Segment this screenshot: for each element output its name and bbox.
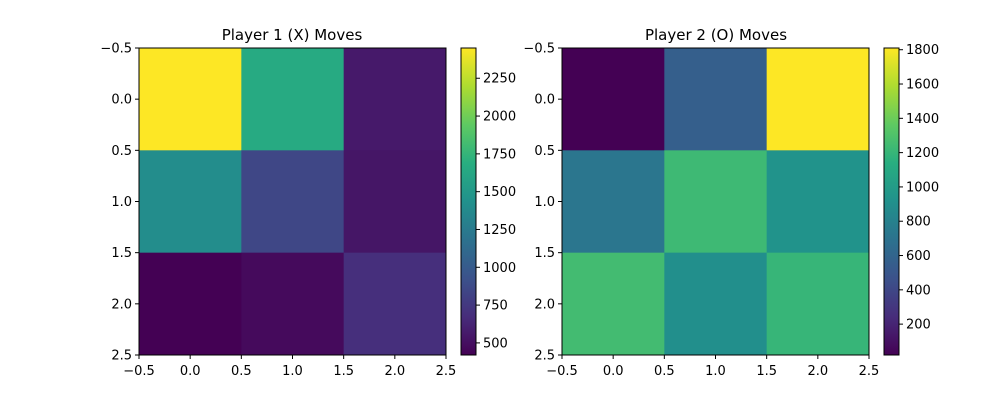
y-tick-label: 0.5 xyxy=(534,144,555,159)
colorbar xyxy=(460,47,477,356)
y-tick-label: 1.0 xyxy=(534,195,555,210)
x-tick-label: 2.5 xyxy=(436,364,457,379)
colorbar-tick-label: 400 xyxy=(906,283,931,298)
x-tick-label: 1.0 xyxy=(282,364,303,379)
x-tick-label: 2.0 xyxy=(807,364,828,379)
heatmap-cell-r0-c0 xyxy=(139,48,242,151)
x-tick-label: 1.5 xyxy=(333,364,354,379)
heatmap-cell-r2-c0 xyxy=(139,252,242,356)
heatmap-cell-r1-c0 xyxy=(139,150,242,254)
colorbar xyxy=(883,47,900,356)
y-tick-label: 1.0 xyxy=(111,195,132,210)
panel-player-2: Player 2 (O) Moves −0.5 0.0 0.5 1.0 1.5 2.0 2.… xyxy=(523,26,939,379)
colorbar-tick-label: 1000 xyxy=(906,180,939,195)
y-tick-label: 2.0 xyxy=(534,297,555,312)
colorbar-tick-label: 1400 xyxy=(906,112,939,127)
x-tick-label: 1.5 xyxy=(756,364,777,379)
heatmap-cell-r2-c1 xyxy=(241,252,345,356)
heatmap-cell-r0-c2 xyxy=(766,48,870,151)
heatmap-cell-r1-c1 xyxy=(664,150,768,254)
panel-player-1: Player 1 (X) Moves −0.5 0.0 0.5 1.0 1.5 2.0 2.… xyxy=(100,26,516,379)
heatmap-cell-r0-c2 xyxy=(343,48,447,151)
x-tick-label: 2.5 xyxy=(859,364,880,379)
colorbar-tick-label: 1000 xyxy=(483,261,516,276)
colorbar-axis: 200 400 600 800 1000 1200 1400 1600 1800 xyxy=(899,43,939,333)
heatmap-cell-r2-c1 xyxy=(664,252,768,356)
colorbar-tick-label: 1500 xyxy=(483,185,516,200)
y-axis: −0.5 0.0 0.5 1.0 1.5 2.0 2.5 xyxy=(523,42,562,364)
colorbar-tick-label: 1200 xyxy=(906,146,939,161)
x-axis: −0.5 0.0 0.5 1.0 1.5 2.0 2.5 xyxy=(546,355,879,379)
y-tick-label: 0.0 xyxy=(111,93,132,108)
x-tick-label: −0.5 xyxy=(546,364,578,379)
colorbar-tick-label: 1750 xyxy=(483,147,516,162)
heatmap-cell-r1-c2 xyxy=(343,150,447,254)
x-tick-label: −0.5 xyxy=(123,364,155,379)
heatmap-cells xyxy=(139,48,447,356)
y-tick-label: 2.5 xyxy=(534,349,555,364)
colorbar-tick-label: 800 xyxy=(906,215,931,230)
colorbar-tick-label: 1800 xyxy=(906,43,939,58)
x-tick-label: 0.0 xyxy=(180,364,201,379)
heatmap-cells xyxy=(562,48,870,356)
colorbar-tick-label: 750 xyxy=(483,299,508,314)
y-tick-label: −0.5 xyxy=(523,42,555,57)
heatmap-cell-r1-c2 xyxy=(766,150,870,254)
heatmap-cell-r0-c0 xyxy=(562,48,665,151)
y-tick-label: 1.5 xyxy=(111,246,132,261)
chart-title: Player 1 (X) Moves xyxy=(222,26,363,44)
y-tick-label: 2.0 xyxy=(111,297,132,312)
y-tick-label: 0.0 xyxy=(534,93,555,108)
y-tick-label: 2.5 xyxy=(111,349,132,364)
heatmap-cell-r2-c0 xyxy=(562,252,665,356)
x-tick-label: 0.5 xyxy=(654,364,675,379)
colorbar-tick-label: 1250 xyxy=(483,223,516,238)
heatmap-cell-r2-c2 xyxy=(343,252,447,356)
colorbar-tick-label: 2250 xyxy=(483,72,516,87)
y-tick-label: −0.5 xyxy=(100,42,132,57)
y-tick-label: 1.5 xyxy=(534,246,555,261)
chart-title: Player 2 (O) Moves xyxy=(645,26,787,44)
x-tick-label: 0.5 xyxy=(231,364,252,379)
colorbar-tick-label: 500 xyxy=(483,336,508,351)
heatmap-cell-r1-c0 xyxy=(562,150,665,254)
x-axis: −0.5 0.0 0.5 1.0 1.5 2.0 2.5 xyxy=(123,355,456,379)
y-axis: −0.5 0.0 0.5 1.0 1.5 2.0 2.5 xyxy=(100,42,139,364)
heatmap-cell-r0-c1 xyxy=(241,48,345,151)
y-tick-label: 0.5 xyxy=(111,144,132,159)
colorbar-tick-label: 1600 xyxy=(906,78,939,93)
colorbar-tick-label: 200 xyxy=(906,318,931,333)
x-tick-label: 1.0 xyxy=(705,364,726,379)
colorbar-tick-label: 2000 xyxy=(483,110,516,125)
x-tick-label: 2.0 xyxy=(384,364,405,379)
heatmap-cell-r0-c1 xyxy=(664,48,768,151)
colorbar-tick-label: 600 xyxy=(906,249,931,264)
heatmap-cell-r2-c2 xyxy=(766,252,870,356)
x-tick-label: 0.0 xyxy=(603,364,624,379)
colorbar-axis: 500 750 1000 1250 1500 1750 2000 2250 xyxy=(476,72,516,351)
heatmap-cell-r1-c1 xyxy=(241,150,345,254)
